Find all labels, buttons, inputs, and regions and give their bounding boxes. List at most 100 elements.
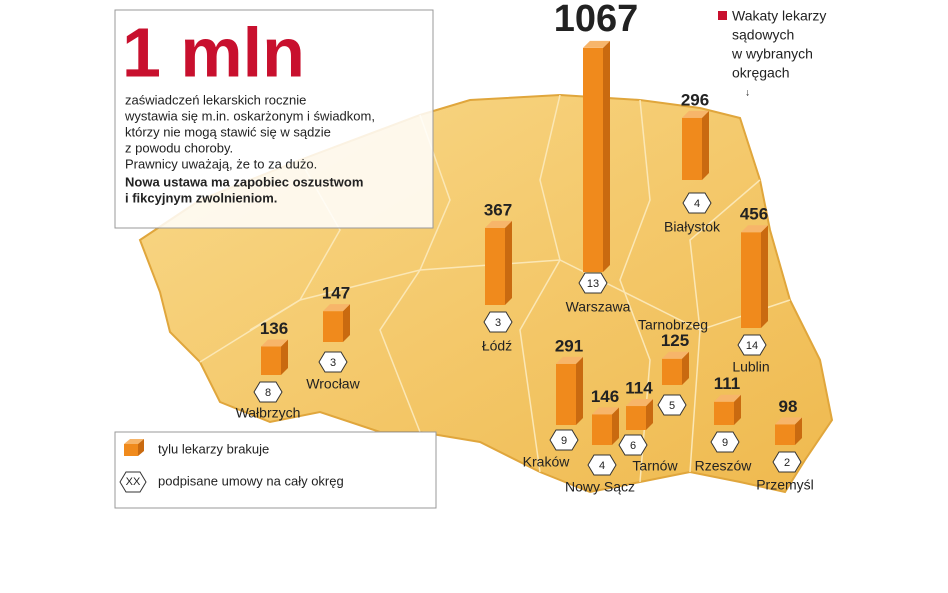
intro-bold-line: i fikcyjnym zwolnieniom. xyxy=(125,190,277,205)
legend-hex xyxy=(119,471,147,493)
value-label: 147 xyxy=(322,284,350,303)
contracts-hex xyxy=(578,272,608,294)
contracts-hex xyxy=(549,429,579,451)
value-label: 296 xyxy=(681,90,709,109)
bar xyxy=(261,346,281,375)
bar-side xyxy=(576,356,583,425)
bar-top xyxy=(556,356,583,364)
bar-side xyxy=(795,417,802,445)
bar-top xyxy=(714,394,741,402)
headline: 1 mln xyxy=(122,13,305,91)
bar xyxy=(662,358,682,385)
contracts-label: 3 xyxy=(495,317,501,329)
intro-line: zaświadczeń lekarskich rocznie xyxy=(125,92,306,107)
contracts-hex xyxy=(318,351,348,373)
bar xyxy=(556,363,576,425)
region-name: Kraków xyxy=(523,454,571,470)
contracts-hex xyxy=(587,454,617,476)
value-label: 1067 xyxy=(554,0,639,40)
bar-top xyxy=(775,417,802,425)
value-label: 125 xyxy=(661,331,689,350)
region-name: Tarnów xyxy=(632,458,678,474)
region-name: Tarnobrzeg xyxy=(638,317,708,333)
legend-cube xyxy=(124,439,144,456)
bar-side xyxy=(603,40,610,273)
bar-top xyxy=(682,110,709,118)
value-label: 98 xyxy=(779,397,798,416)
value-label: 291 xyxy=(555,336,583,355)
region-name: Łódź xyxy=(482,338,512,354)
intro-line: z powodu choroby. xyxy=(125,140,233,155)
bar xyxy=(682,117,702,180)
bar xyxy=(583,47,603,273)
intro-line: którzy nie mogą stawić się w sądzie xyxy=(125,124,331,139)
legend-title-line: Wakaty lekarzy xyxy=(732,8,826,24)
value-label: 146 xyxy=(591,387,619,406)
bar xyxy=(626,406,646,430)
bar xyxy=(485,227,505,305)
contracts-label: 4 xyxy=(694,198,700,210)
intro-line: wystawia się m.in. oskarżonym i świadkom… xyxy=(124,108,375,123)
region-name: Warszawa xyxy=(566,299,631,315)
bar xyxy=(775,424,795,445)
contracts-label: 2 xyxy=(784,457,790,469)
bar-top xyxy=(485,220,512,228)
bar-side xyxy=(761,225,768,328)
contracts-label: 5 xyxy=(669,400,675,412)
legend-bar-label: tylu lekarzy brakuje xyxy=(158,441,269,456)
bar xyxy=(323,311,343,342)
legend-title-line: sądowych xyxy=(732,27,794,43)
contracts-hex xyxy=(737,334,767,356)
contracts-hex xyxy=(657,394,687,416)
contracts-label: 3 xyxy=(330,357,336,369)
bar-side xyxy=(612,407,619,445)
bar-top xyxy=(741,225,768,233)
bar-side xyxy=(682,351,689,385)
bar xyxy=(592,414,612,445)
legend-hex-label: podpisane umowy na cały okręg xyxy=(158,473,344,488)
contracts-label: 9 xyxy=(561,435,567,447)
bar-side xyxy=(343,304,350,342)
bar-side xyxy=(646,399,653,430)
region-name: Rzeszów xyxy=(695,458,753,474)
bar-top xyxy=(662,351,689,359)
legend-hex-sample: XX xyxy=(126,476,141,488)
bar xyxy=(741,232,761,328)
contracts-hex xyxy=(618,434,648,456)
legend-box xyxy=(114,431,437,509)
value-label: 111 xyxy=(714,374,741,393)
bar-side xyxy=(702,110,709,180)
contracts-hex xyxy=(710,431,740,453)
bar-top xyxy=(626,399,653,407)
value-label: 456 xyxy=(740,205,768,224)
contracts-hex xyxy=(253,381,283,403)
contracts-label: 13 xyxy=(587,278,599,290)
region-name: Lublin xyxy=(732,359,769,375)
contracts-label: 6 xyxy=(630,440,636,452)
value-label: 114 xyxy=(625,379,653,398)
intro-line: Prawnicy uważają, że to za dużo. xyxy=(125,156,317,171)
contracts-label: 9 xyxy=(722,437,728,449)
bar-top xyxy=(261,339,288,347)
region-name: Nowy Sącz xyxy=(565,479,635,495)
region-name: Wałbrzych xyxy=(236,405,301,421)
bar xyxy=(714,401,734,425)
contracts-label: 8 xyxy=(265,387,271,399)
arrow: ↓ xyxy=(745,88,750,99)
legend-title-line: w wybranych xyxy=(731,46,813,62)
value-label: 367 xyxy=(484,200,512,219)
region-name: Wrocław xyxy=(306,376,360,392)
value-label: 136 xyxy=(260,319,288,338)
contracts-hex xyxy=(772,451,802,473)
region-name: Przemyśl xyxy=(756,477,814,493)
contracts-label: 14 xyxy=(746,340,758,352)
legend-square xyxy=(718,11,727,20)
bar-top xyxy=(583,40,610,48)
bar-side xyxy=(281,339,288,375)
contracts-hex xyxy=(682,192,712,214)
intro-box xyxy=(114,9,434,229)
bar-top xyxy=(323,304,350,312)
bar-side xyxy=(734,394,741,425)
legend-title-line: okręgach xyxy=(732,65,790,81)
